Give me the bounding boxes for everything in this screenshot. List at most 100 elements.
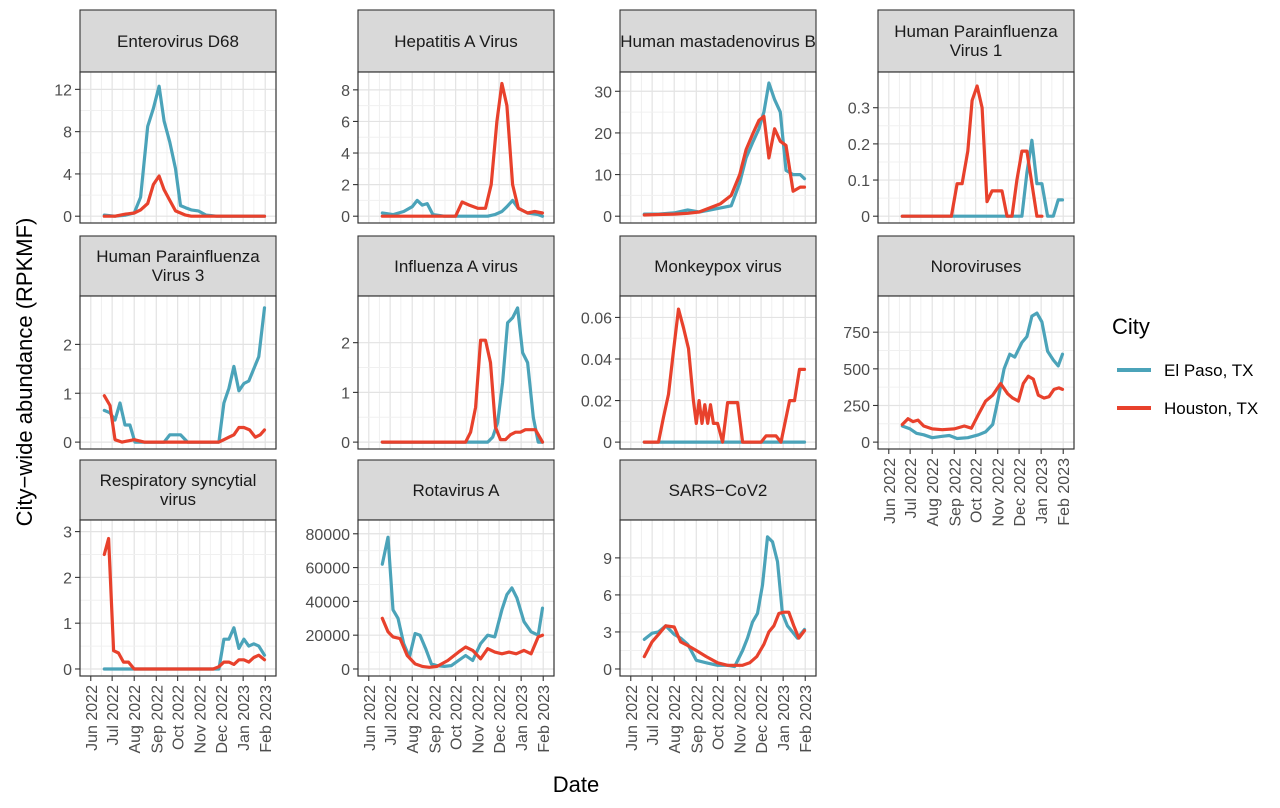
x-tick-label: Nov 2022 [193,685,210,754]
series-line-houston-tx [380,81,545,218]
facet-strip [619,459,817,521]
series-line-houston-tx [900,84,1044,218]
y-tick-label: 1 [341,385,350,402]
x-tick-label: Feb 2023 [798,685,815,753]
panel-border [79,295,277,450]
x-tick-label: Sep 2022 [149,685,166,754]
facet-strip [79,9,277,73]
legend-title: City [1112,314,1150,339]
panel-border [79,71,277,224]
panel-border [619,71,817,224]
y-tick-label: 1 [63,386,72,403]
x-tick-label: Sep 2022 [427,685,444,754]
y-tick-label: 0.02 [581,394,612,411]
panel-border [357,295,555,450]
x-tick-label: Feb 2023 [258,685,275,753]
y-tick-label: 8 [63,125,72,142]
y-tick-label: 6 [341,114,350,131]
panel-border [357,71,555,224]
x-tick-label: Jan 2023 [236,685,253,751]
x-tick-label: Jul 2022 [383,685,400,746]
y-tick-label: 3 [603,625,612,642]
y-tick-label: 40000 [306,594,351,611]
x-tick-label: Nov 2022 [471,685,488,754]
facet-title: Monkeypox virus [654,257,782,276]
facet-strip [79,235,277,297]
x-tick-label: Sep 2022 [947,458,964,527]
y-tick-label: 6 [603,588,612,605]
y-tick-label: 0.04 [581,352,612,369]
y-tick-label: 0 [341,662,350,679]
x-tick-label: Oct 2022 [449,685,466,750]
x-tick-label: Nov 2022 [733,685,750,754]
y-tick-label: 60000 [306,561,351,578]
y-tick-label: 20 [594,126,612,143]
x-tick-label: Oct 2022 [171,685,188,750]
series-line-el-paso-tx [900,311,1065,441]
y-tick-label: 20000 [306,628,351,645]
y-tick-label: 4 [341,146,350,163]
facet-title: virus [160,490,196,509]
panel-border [877,71,1075,224]
x-tick-label: Aug 2022 [405,685,422,754]
y-tick-label: 0.1 [848,173,870,190]
y-tick-label: 80000 [306,527,351,544]
x-tick-label: Jan 2023 [514,685,531,751]
x-tick-label: Jun 2022 [882,458,899,524]
facet-strip [619,9,817,73]
x-tick-label: Oct 2022 [711,685,728,750]
facet-title: Human Parainfluenza [96,247,260,266]
y-tick-label: 0 [63,662,72,679]
legend-label-houston: Houston, TX [1164,399,1258,418]
facet-rotavirus-a: Rotavirus A 0 20000 40000 60000 80000 Jun 2022… [306,459,555,754]
x-tick-label: Jan 2023 [776,685,793,751]
facet-title: Virus 1 [950,41,1003,60]
series-line-el-paso-tx [642,81,807,216]
y-tick-label: 8 [341,83,350,100]
series-line-houston-tx [102,174,267,218]
y-tick-label: 0 [861,209,870,226]
y-tick-label: 0 [63,435,72,452]
y-tick-label: 2 [341,178,350,195]
facet-title: Noroviruses [931,257,1022,276]
y-axis-title: City−wide abundance (RPKMF) [12,218,37,527]
y-tick-label: 2 [341,336,350,353]
y-tick-label: 10 [594,168,612,185]
facet-title: Human Parainfluenza [894,22,1058,41]
x-tick-label: Dec 2022 [754,685,771,754]
facet-sars-cov2: SARS−CoV2 0 3 6 9 Jun 2022 Jul 2022 Aug 2022 Sep… [603,459,817,754]
series-line-houston-tx [642,114,807,217]
facet-hepatitis-a-virus: Hepatitis A Virus 0 2 4 6 8 [341,9,555,226]
x-tick-label: Nov 2022 [991,458,1008,527]
legend: City El Paso, TX Houston, TX [1112,314,1258,418]
facet-title: Hepatitis A Virus [394,32,517,51]
x-tick-label: Dec 2022 [214,685,231,754]
facet-title: Virus 3 [152,266,205,285]
y-tick-label: 4 [63,167,72,184]
y-tick-label: 0 [603,662,612,679]
y-tick-label: 12 [54,82,72,99]
x-axis-title: Date [553,772,599,797]
x-tick-label: Aug 2022 [127,685,144,754]
y-tick-label: 2 [63,570,72,587]
series-line-houston-tx [102,536,267,671]
series-line-houston-tx [642,610,807,667]
series-line-el-paso-tx [102,306,267,444]
y-tick-label: 0.2 [848,137,870,154]
y-tick-label: 0 [603,435,612,452]
facet-noroviruses: Noroviruses 0 250 500 750 Jun 2022 Jul 2022 Aug… [843,235,1075,527]
facet-strip [79,459,277,521]
facet-strip [357,9,555,73]
x-tick-label: Aug 2022 [667,685,684,754]
facet-strip [357,459,555,521]
facet-strip [877,235,1075,297]
panel-border [619,295,817,450]
y-tick-label: 0 [63,209,72,226]
facet-title: Enterovirus D68 [117,32,239,51]
y-tick-label: 0.3 [848,101,870,118]
facet-title: Human mastadenovirus B [620,32,816,51]
